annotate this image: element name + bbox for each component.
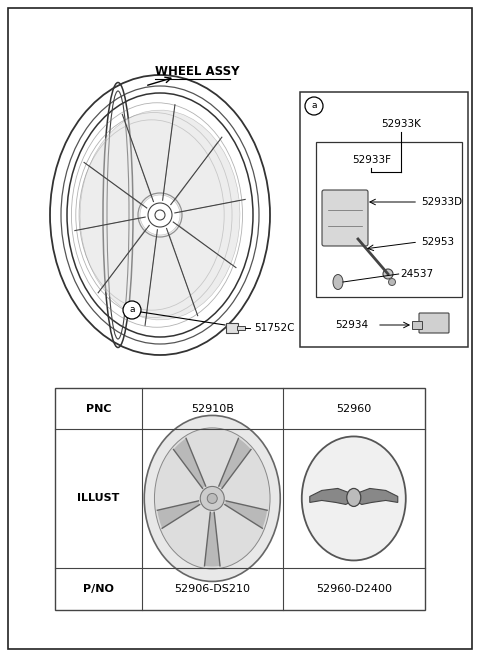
- Polygon shape: [173, 438, 205, 488]
- Ellipse shape: [155, 428, 270, 569]
- FancyBboxPatch shape: [322, 190, 368, 246]
- Text: 52906-DS210: 52906-DS210: [174, 584, 250, 594]
- Bar: [412, 321, 422, 329]
- Polygon shape: [169, 225, 230, 309]
- Circle shape: [200, 486, 224, 510]
- Text: 52960: 52960: [336, 403, 372, 413]
- Bar: [55, 388, 425, 610]
- Bar: [300, 92, 468, 347]
- Text: 52933K: 52933K: [381, 119, 421, 129]
- Polygon shape: [80, 166, 143, 229]
- Bar: [226, 323, 238, 333]
- Bar: [237, 326, 245, 330]
- Text: 52934: 52934: [335, 320, 368, 330]
- Text: a: a: [311, 101, 317, 110]
- Polygon shape: [178, 200, 240, 264]
- Text: 52933D: 52933D: [421, 197, 462, 207]
- Polygon shape: [164, 112, 217, 201]
- Circle shape: [123, 301, 141, 319]
- FancyBboxPatch shape: [419, 313, 449, 333]
- Polygon shape: [81, 217, 145, 288]
- Polygon shape: [204, 512, 220, 566]
- Circle shape: [383, 269, 393, 279]
- Text: 24537: 24537: [401, 269, 434, 279]
- Text: 52910B: 52910B: [191, 403, 234, 413]
- Text: 51752C: 51752C: [254, 323, 295, 333]
- Ellipse shape: [333, 275, 343, 290]
- Polygon shape: [102, 229, 156, 319]
- Polygon shape: [157, 501, 200, 528]
- Text: P/NO: P/NO: [83, 584, 114, 594]
- Text: PNC: PNC: [86, 403, 111, 413]
- Text: WHEEL ASSY: WHEEL ASSY: [155, 65, 240, 78]
- Polygon shape: [174, 142, 239, 212]
- Ellipse shape: [347, 488, 361, 507]
- Polygon shape: [310, 488, 354, 505]
- Ellipse shape: [302, 436, 406, 560]
- Circle shape: [207, 493, 217, 503]
- Circle shape: [388, 279, 396, 286]
- Polygon shape: [225, 501, 267, 528]
- Text: 52933F: 52933F: [352, 155, 391, 165]
- Text: ILLUST: ILLUST: [77, 493, 120, 503]
- Bar: [316, 142, 462, 297]
- Text: 52953: 52953: [421, 237, 454, 247]
- Text: a: a: [129, 306, 135, 315]
- Polygon shape: [146, 233, 195, 320]
- Circle shape: [305, 97, 323, 115]
- Polygon shape: [354, 488, 398, 505]
- Ellipse shape: [144, 415, 280, 581]
- Polygon shape: [125, 110, 174, 197]
- Text: 52960-D2400: 52960-D2400: [316, 584, 392, 594]
- Polygon shape: [219, 438, 251, 488]
- Polygon shape: [89, 121, 151, 206]
